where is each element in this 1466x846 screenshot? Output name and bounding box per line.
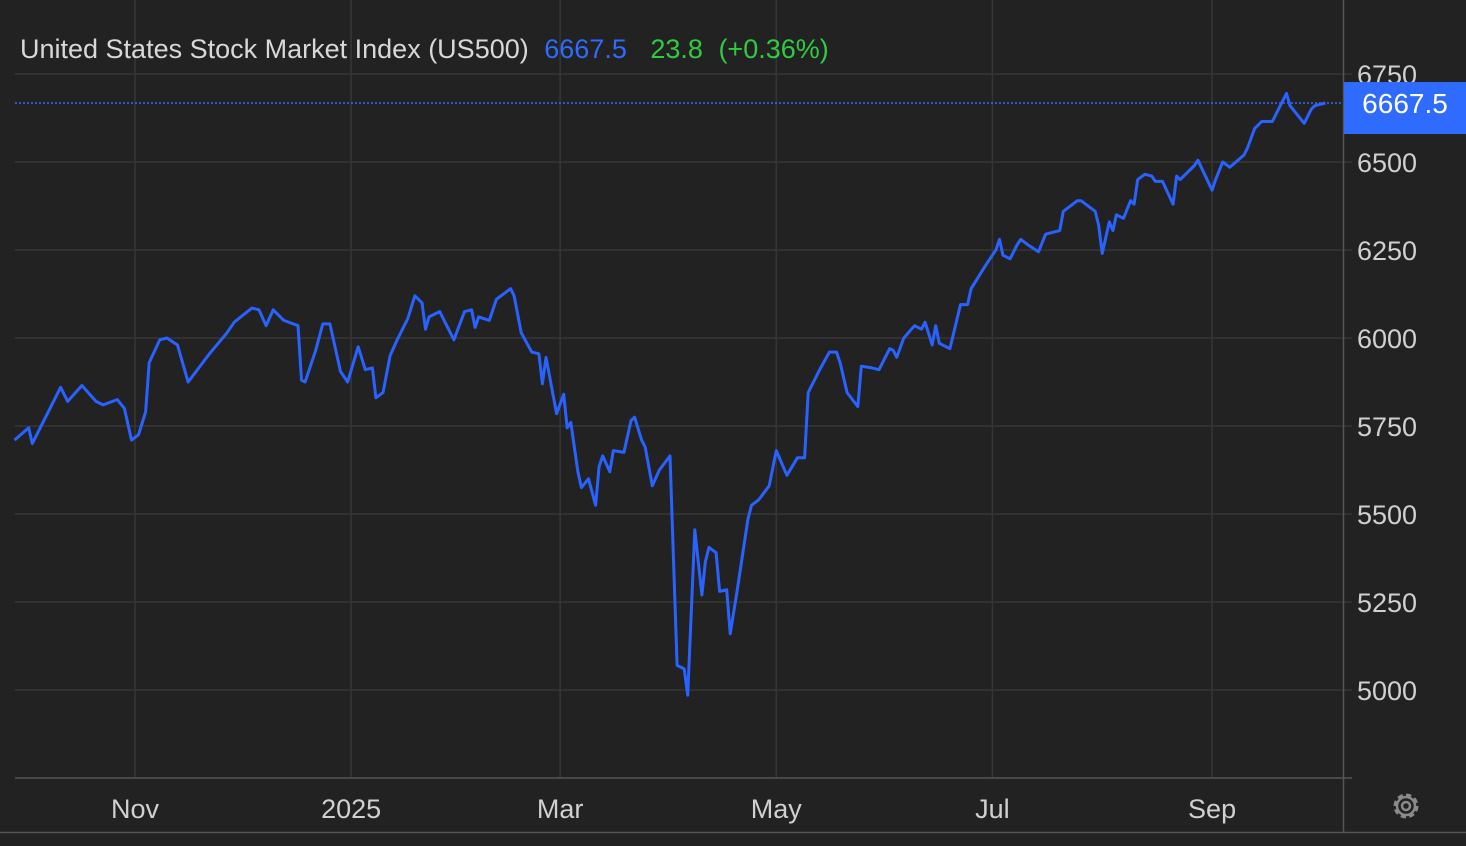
grid [15,0,1352,778]
chart-title: United States Stock Market Index (US500) [20,34,529,64]
last-price: 6667.5 [544,34,627,64]
price-change-percent: (+0.36%) [718,34,828,64]
x-tick-label: Sep [1188,794,1236,824]
x-tick-label: 2025 [321,794,381,824]
series-line [13,91,1326,697]
y-tick-label: 6250 [1357,236,1417,266]
y-tick-label: 5750 [1357,412,1417,442]
chart-title-row: United States Stock Market Index (US500)… [20,34,829,64]
y-tick-label: 6500 [1357,148,1417,178]
y-tick-label: 5250 [1357,588,1417,618]
y-tick-label: 6000 [1357,324,1417,354]
y-tick-label: 5000 [1357,676,1417,706]
x-axis: Nov 2025 Mar May Jul Sep [111,794,1236,824]
price-change: 23.8 [650,34,703,64]
y-tick-label: 5500 [1357,500,1417,530]
last-price-tag-label: 6667.5 [1362,88,1448,119]
x-tick-label: Mar [537,794,584,824]
last-price-tag: 6667.5 [1344,82,1466,135]
x-tick-label: Nov [111,794,160,824]
gear-icon[interactable] [1393,793,1419,819]
x-tick-label: Jul [975,794,1010,824]
x-tick-label: May [751,794,803,824]
